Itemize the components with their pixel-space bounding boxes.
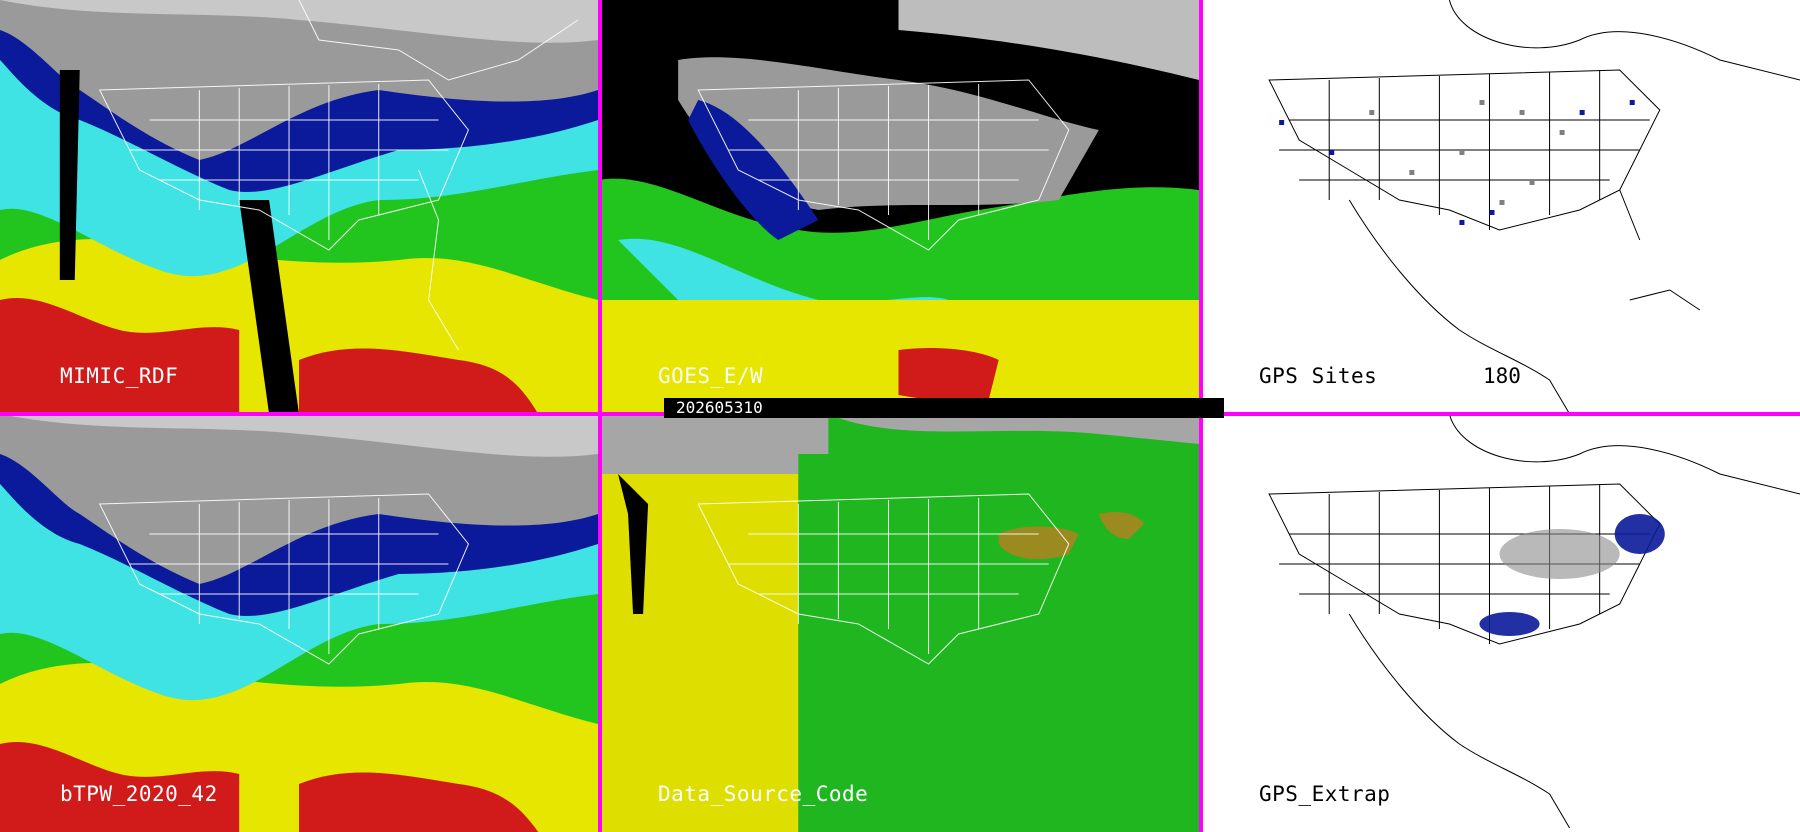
panel-label-btpw: bTPW_2020_42 [60, 782, 218, 806]
mimic-rdf-map [0, 0, 598, 414]
panel-label-mimic: MIMIC_RDF [60, 364, 179, 388]
gps-extrap-map [1199, 414, 1800, 832]
divider-left [598, 0, 602, 832]
timestamp-label: 202605310 [664, 398, 1224, 418]
gps-sites-map [1199, 0, 1800, 414]
gps-extrap-panel: GPS_Extrap [1199, 414, 1800, 832]
panel-label-gps-extrap: GPS_Extrap [1259, 782, 1391, 806]
goes-panel: GOES_E/W [598, 0, 1199, 414]
panel-label-data-source: Data_Source_Code [658, 782, 869, 806]
mimic-rdf-panel: MIMIC_RDF [0, 0, 598, 414]
panel-label-gps-sites: GPS Sites [1259, 364, 1378, 388]
gps-sites-panel: GPS Sites 180 [1199, 0, 1800, 414]
gps-site-count: 180 [1483, 364, 1521, 388]
btpw-map [0, 414, 598, 832]
btpw-panel: bTPW_2020_42 [0, 414, 598, 832]
panel-label-goes: GOES_E/W [658, 364, 764, 388]
data-source-map [598, 414, 1199, 832]
data-source-panel: Data_Source_Code [598, 414, 1199, 832]
goes-map [598, 0, 1199, 414]
